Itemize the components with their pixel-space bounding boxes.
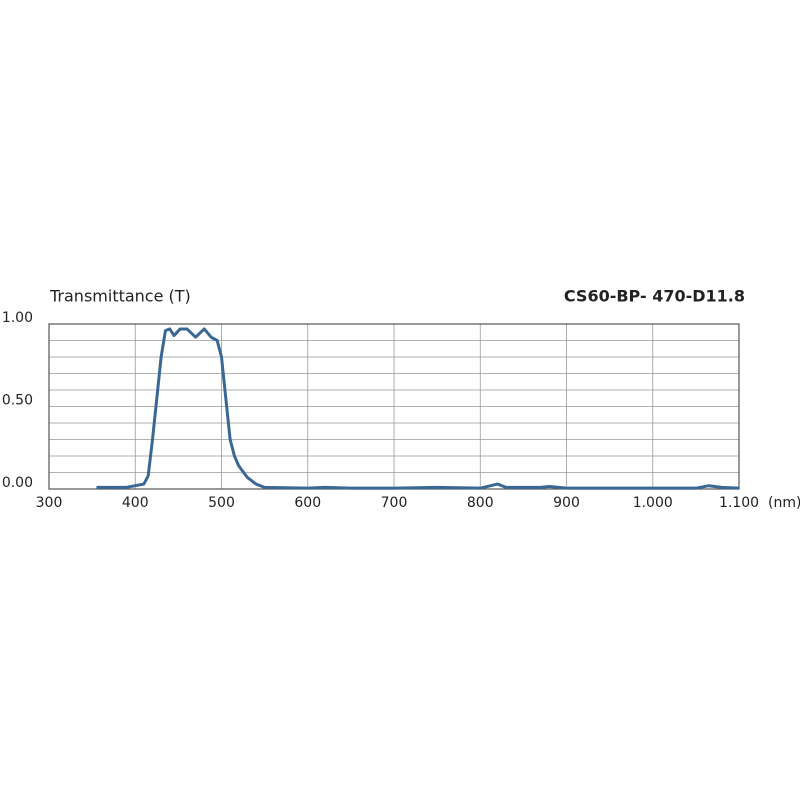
x-tick-label: 800 <box>467 495 494 511</box>
x-tick-label: 300 <box>36 495 63 511</box>
data-line <box>96 327 740 490</box>
x-tick-label: 600 <box>294 495 321 511</box>
x-tick-label: 1.100 <box>719 495 759 511</box>
x-tick-label: 1.000 <box>633 495 673 511</box>
y-tick-label: 0.50 <box>2 393 33 409</box>
y-tick-label: 1.00 <box>2 310 33 326</box>
chart-title: Transmittance (T) <box>49 287 191 306</box>
chart-subtitle: CS60-BP- 470-D11.8 <box>564 287 745 306</box>
x-tick-label: 500 <box>208 495 235 511</box>
y-tick-label: 0.00 <box>2 475 33 491</box>
x-tick-label: 700 <box>381 495 408 511</box>
x-tick-label: 900 <box>553 495 580 511</box>
x-axis-label: (nm) <box>768 495 800 511</box>
x-tick-label: 400 <box>122 495 149 511</box>
